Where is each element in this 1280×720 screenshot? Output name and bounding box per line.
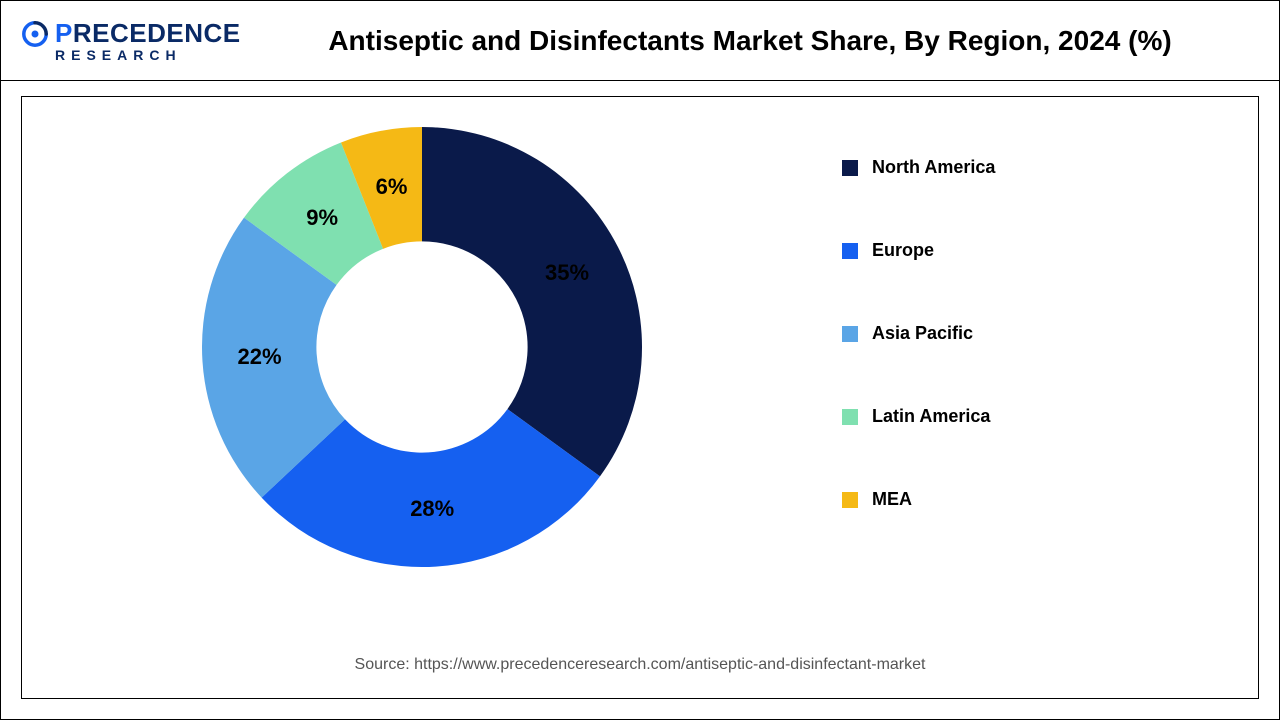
legend-label: MEA	[872, 489, 912, 510]
logo-mark-icon	[21, 20, 49, 48]
donut-slice	[422, 127, 642, 476]
donut-chart: 35% 28% 22% 9% 6%	[202, 127, 642, 567]
legend: North America Europe Asia Pacific Latin Ame…	[842, 157, 1162, 572]
slice-label: 9%	[306, 205, 338, 231]
legend-label: North America	[872, 157, 995, 178]
legend-swatch	[842, 492, 858, 508]
page-frame: PRECEDENCE RESEARCH Antiseptic and Disin…	[0, 0, 1280, 720]
logo-word: PRECEDENCE	[55, 18, 241, 49]
chart-container: 35% 28% 22% 9% 6% North America Europe Asia Pa…	[21, 96, 1259, 699]
legend-item: MEA	[842, 489, 1162, 510]
legend-label: Europe	[872, 240, 934, 261]
logo-word-rest: RECEDENCE	[73, 18, 241, 48]
legend-item: North America	[842, 157, 1162, 178]
legend-label: Latin America	[872, 406, 990, 427]
chart-title: Antiseptic and Disinfectants Market Shar…	[241, 25, 1259, 57]
logo-top: PRECEDENCE	[21, 18, 241, 49]
slice-label: 6%	[376, 174, 408, 200]
slice-label: 22%	[237, 344, 281, 370]
legend-swatch	[842, 326, 858, 342]
header: PRECEDENCE RESEARCH Antiseptic and Disin…	[1, 1, 1279, 81]
chart-inner: 35% 28% 22% 9% 6% North America Europe Asia Pa…	[22, 97, 1258, 698]
legend-swatch	[842, 160, 858, 176]
legend-label: Asia Pacific	[872, 323, 973, 344]
slice-label: 28%	[410, 496, 454, 522]
brand-logo: PRECEDENCE RESEARCH	[21, 18, 241, 63]
legend-item: Asia Pacific	[842, 323, 1162, 344]
source-text: Source: https://www.precedenceresearch.c…	[22, 656, 1258, 674]
slice-label: 35%	[545, 260, 589, 286]
logo-subtext: RESEARCH	[55, 47, 182, 63]
legend-item: Latin America	[842, 406, 1162, 427]
legend-item: Europe	[842, 240, 1162, 261]
legend-swatch	[842, 243, 858, 259]
legend-swatch	[842, 409, 858, 425]
